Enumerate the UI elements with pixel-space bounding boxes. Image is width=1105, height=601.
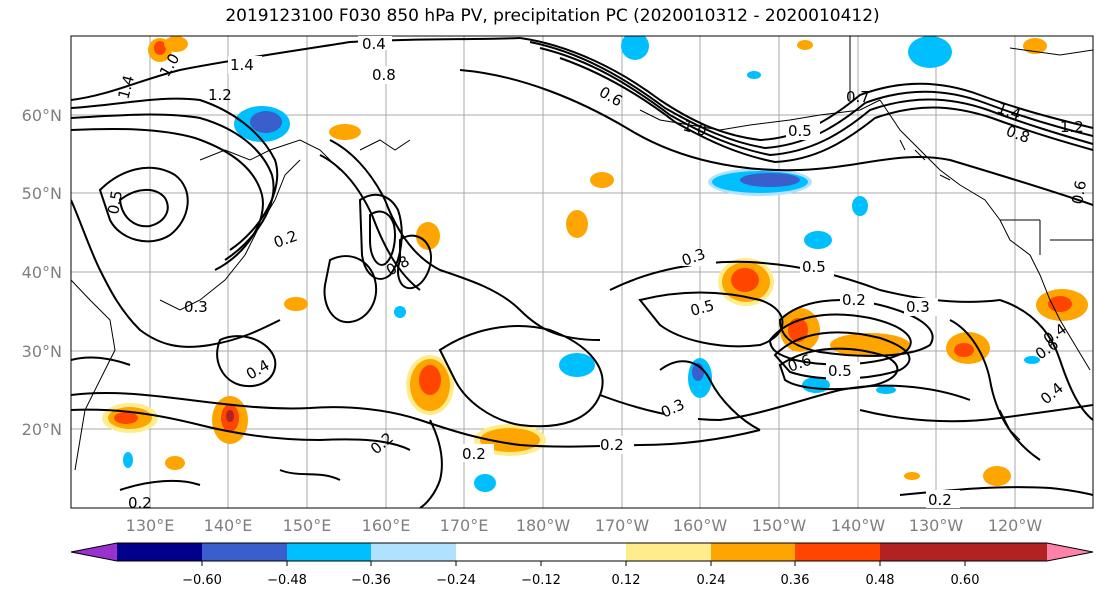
contour-label: 0.5 <box>788 122 812 140</box>
contour-label: 0.2 <box>842 291 866 309</box>
contour-label: 0.6 <box>1068 179 1090 206</box>
lon-label-150e: 150°E <box>283 516 332 535</box>
colorbar-tick-label: 0.48 <box>866 573 895 588</box>
colorbar-tick-label: 0.24 <box>697 573 726 588</box>
contour-label: 0.7 <box>846 88 870 106</box>
lon-label-130e: 130°E <box>126 516 175 535</box>
lon-label-160e: 160°E <box>362 516 411 535</box>
pv-contours <box>71 37 1093 508</box>
lat-label-30n: 30°N <box>22 342 62 361</box>
colorbar-segment <box>202 543 287 561</box>
colorbar-segment <box>711 543 795 561</box>
colorbar-tick-label: −0.36 <box>351 573 391 588</box>
lat-label-50n: 50°N <box>22 184 62 203</box>
lon-label-140e: 140°E <box>204 516 253 535</box>
colorbar-extend-max <box>1047 543 1093 561</box>
colorbar-segment <box>626 543 711 561</box>
lon-label-170e: 170°E <box>440 516 489 535</box>
colorbar-tick-label: −0.60 <box>182 573 222 588</box>
lon-label-130w: 130°W <box>909 516 964 535</box>
map-title: 2019123100 F030 850 hPa PV, precipitatio… <box>225 6 880 26</box>
colorbar-segment <box>880 543 965 561</box>
colorbar-segment <box>371 543 456 561</box>
lat-label-60n: 60°N <box>22 106 62 125</box>
contour-label: 0.3 <box>906 298 930 316</box>
contour-label: 0.5 <box>802 258 826 276</box>
lon-label-150w: 150°W <box>752 516 807 535</box>
contour-label: 0.2 <box>462 445 486 463</box>
plot-frame <box>70 35 1094 509</box>
colorbar-segment <box>541 543 626 561</box>
colorbar-tick-label: 0.36 <box>781 573 810 588</box>
precip-negative-shading <box>123 36 1040 492</box>
contour-label: 1.2 <box>208 86 232 104</box>
lat-label-40n: 40°N <box>22 263 62 282</box>
colorbar-segment <box>287 543 371 561</box>
lon-label-120w: 120°W <box>988 516 1043 535</box>
colorbar-segment <box>795 543 880 561</box>
colorbar-segment <box>456 543 541 561</box>
contour-label: 0.3 <box>184 298 208 316</box>
latitude-labels: 60°N 50°N 40°N 30°N 20°N <box>22 106 62 439</box>
contour-label: 1.0 <box>681 116 709 140</box>
lat-label-20n: 20°N <box>22 420 62 439</box>
contour-label: 0.2 <box>600 436 624 454</box>
contour-label: 1.4 <box>230 56 254 74</box>
contour-label: 0.2 <box>928 491 952 509</box>
colorbar-tick-label: −0.48 <box>267 573 307 588</box>
lon-label-160w: 160°W <box>673 516 728 535</box>
contour-label: 0.5 <box>688 296 716 320</box>
colorbar-tick-label: 0.60 <box>951 573 980 588</box>
lon-label-170w: 170°W <box>595 516 650 535</box>
lon-label-140w: 140°W <box>831 516 886 535</box>
colorbar-tick-label: −0.12 <box>521 573 561 588</box>
colorbar-extend-min <box>71 543 117 561</box>
colorbar: −0.60 −0.48 −0.36 −0.24 −0.12 0.12 0.24 … <box>70 542 1094 588</box>
colorbar-tick-label: 0.12 <box>612 573 641 588</box>
contour-label: 1.4 <box>114 73 138 101</box>
longitude-labels: 130°E 140°E 150°E 160°E 170°E 180°W 170°… <box>126 516 1043 535</box>
contour-label: 0.4 <box>362 35 386 53</box>
lon-label-180w: 180°W <box>516 516 571 535</box>
colorbar-segment <box>965 543 1047 561</box>
colorbar-segment <box>117 543 202 561</box>
contour-label: 0.5 <box>828 362 852 380</box>
contour-label: 1.2 <box>1060 118 1084 136</box>
colorbar-tick-label: −0.24 <box>436 573 476 588</box>
contour-label: 0.2 <box>128 494 152 512</box>
contour-label: 0.8 <box>372 66 396 84</box>
gridlines <box>71 36 1093 508</box>
contour-label: 0.5 <box>104 189 126 216</box>
